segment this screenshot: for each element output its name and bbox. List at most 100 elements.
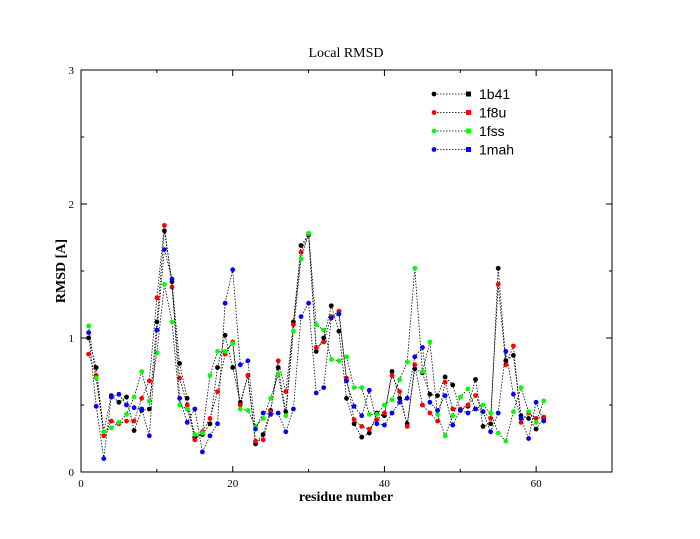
data-point: [450, 422, 456, 428]
y-tick-label: 3: [69, 65, 75, 77]
data-point: [146, 378, 152, 384]
data-point: [222, 349, 228, 354]
data-point: [518, 416, 524, 421]
series-line: [88, 230, 545, 445]
data-point: [336, 311, 342, 317]
y-axis-label: RMSD [A]: [54, 239, 69, 303]
data-point: [131, 394, 137, 400]
data-point: [192, 406, 198, 412]
data-point: [435, 418, 440, 424]
data-point: [230, 341, 236, 346]
y-tick-label: 1: [69, 333, 75, 345]
legend-item: 1fss: [431, 123, 505, 139]
data-point: [283, 413, 289, 419]
data-point: [215, 421, 220, 427]
data-point: [207, 373, 213, 378]
data-point: [260, 437, 266, 443]
data-point: [177, 375, 183, 381]
data-point: [146, 433, 152, 439]
data-point: [215, 389, 220, 394]
data-point: [93, 375, 99, 381]
data-point: [192, 437, 198, 443]
data-point: [162, 228, 167, 234]
data-point: [298, 249, 304, 255]
data-point: [366, 426, 372, 432]
data-point: [131, 405, 137, 411]
data-point: [268, 395, 273, 401]
data-point: [116, 391, 122, 397]
data-point: [495, 410, 501, 416]
data-point: [93, 403, 99, 409]
data-point: [253, 438, 258, 444]
legend: 1b41 1f8u 1fss 1mah: [431, 86, 514, 158]
legend-marker: [431, 128, 437, 134]
data-point: [184, 406, 190, 412]
data-point: [86, 330, 91, 335]
data-point: [473, 377, 478, 382]
data-point: [268, 412, 273, 417]
data-point: [366, 430, 372, 436]
legend-marker-end: [466, 147, 471, 152]
data-point: [480, 402, 486, 408]
legend-item: 1mah: [431, 142, 514, 158]
data-point: [351, 417, 357, 423]
data-point: [200, 449, 205, 455]
data-point: [154, 319, 160, 325]
series-1b41: [86, 228, 547, 447]
data-point: [427, 339, 433, 345]
data-point: [124, 412, 129, 417]
series-1fss: [86, 231, 547, 444]
data-point: [359, 434, 365, 440]
data-point: [382, 410, 387, 416]
data-point: [291, 406, 296, 412]
data-point: [260, 432, 266, 437]
data-point: [184, 420, 190, 425]
legend-marker: [431, 147, 437, 152]
data-point: [404, 395, 410, 401]
data-point: [526, 436, 531, 441]
data-point: [313, 322, 319, 327]
data-point: [420, 345, 425, 350]
data-point: [230, 365, 236, 370]
data-point: [344, 395, 349, 401]
data-point: [435, 408, 440, 413]
data-point: [495, 265, 501, 271]
data-point: [359, 424, 365, 429]
data-point: [177, 395, 183, 401]
data-point: [344, 354, 349, 360]
data-point: [177, 402, 183, 408]
x-tick-label: 0: [78, 478, 84, 490]
data-point: [427, 391, 433, 397]
data-point: [359, 413, 365, 419]
data-point: [291, 328, 296, 334]
data-point: [503, 349, 509, 354]
data-point: [389, 373, 395, 378]
data-point: [488, 421, 493, 427]
data-point: [488, 429, 493, 435]
data-point: [116, 399, 122, 405]
data-point: [397, 389, 402, 394]
axis-tick-labels: 0 20 40 60 0 1 2 3: [69, 65, 543, 490]
legend-marker: [431, 91, 437, 97]
y-tick-label: 2: [69, 199, 75, 211]
axis-ticks: [80, 69, 613, 473]
data-point: [275, 358, 281, 364]
data-point: [86, 323, 91, 329]
data-point: [412, 366, 418, 372]
data-point: [366, 387, 372, 393]
data-point: [435, 393, 440, 398]
data-point: [328, 303, 334, 309]
data-point: [275, 410, 281, 416]
x-tick-label: 20: [227, 478, 239, 490]
data-point: [139, 395, 145, 401]
data-point: [131, 418, 137, 424]
data-point: [442, 393, 448, 398]
data-point: [382, 422, 387, 428]
data-point: [154, 295, 160, 301]
data-point: [374, 417, 380, 423]
data-point: [321, 385, 327, 390]
data-point: [215, 365, 220, 370]
series-layer: [86, 223, 547, 461]
data-point: [412, 265, 418, 271]
